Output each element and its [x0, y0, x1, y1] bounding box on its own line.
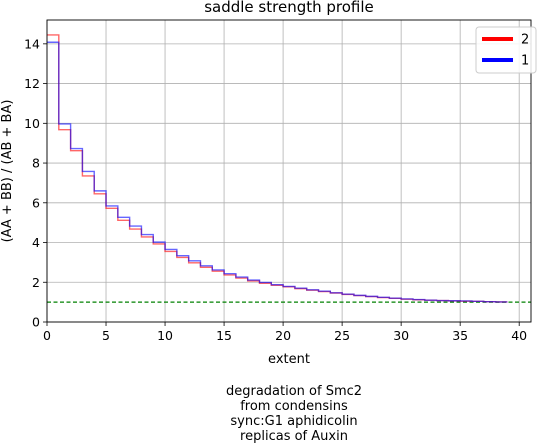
x-tick-label: 25 — [334, 328, 350, 343]
series-layer — [47, 34, 508, 303]
series-line-1 — [47, 41, 508, 303]
legend-label-2: 2 — [521, 33, 529, 48]
caption-line: from condensins — [240, 399, 348, 414]
y-tick-label: 6 — [32, 195, 40, 210]
caption-line: sync:G1 aphidicolin — [230, 414, 357, 429]
grid-layer — [46, 20, 531, 323]
y-tick-label: 0 — [32, 315, 40, 330]
legend: 21 — [475, 26, 537, 74]
x-tick-label: 10 — [157, 328, 173, 343]
y-tick-label: 8 — [32, 156, 40, 171]
y-tick-label: 10 — [24, 116, 40, 131]
y-axis-label: (AA + BB) / (AB + BA) — [0, 100, 15, 243]
x-tick-label: 35 — [452, 328, 468, 343]
caption-line: replicas of Auxin — [240, 429, 348, 444]
y-tick-label: 4 — [32, 235, 40, 250]
x-axis-label: extent — [268, 352, 310, 367]
x-tick-label: 20 — [275, 328, 291, 343]
x-tick-label: 5 — [102, 328, 110, 343]
x-tick-label: 30 — [393, 328, 409, 343]
y-tick-label: 2 — [32, 275, 40, 290]
chart-title: saddle strength profile — [204, 0, 374, 16]
series-line-2 — [47, 34, 508, 303]
y-tick-label: 14 — [24, 36, 40, 51]
y-tick-label: 12 — [24, 76, 40, 91]
caption-line: degradation of Smc2 — [226, 384, 362, 399]
plot-frame — [46, 19, 532, 323]
x-tick-label: 0 — [43, 328, 51, 343]
legend-label-1: 1 — [521, 54, 529, 69]
x-tick-label: 15 — [216, 328, 232, 343]
x-tick-label: 40 — [511, 328, 527, 343]
